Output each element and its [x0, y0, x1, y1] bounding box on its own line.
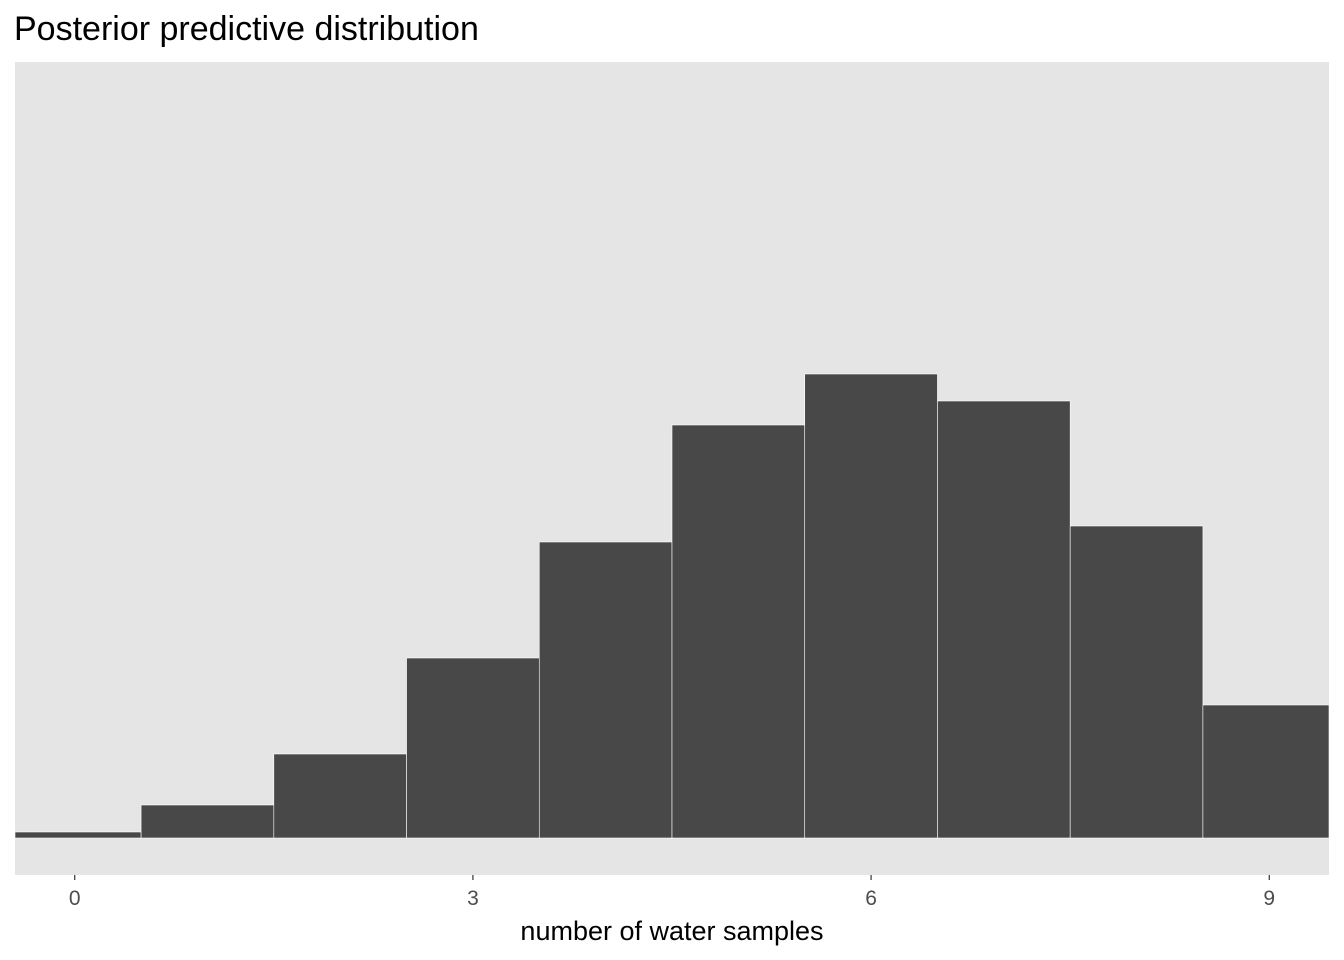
- bar-8: [1069, 525, 1204, 839]
- bar-9: [1202, 704, 1330, 839]
- bars-group: [14, 373, 1330, 839]
- x-tick-label-0: 0: [69, 887, 81, 910]
- bar-6: [804, 373, 938, 839]
- bar-0: [14, 831, 142, 839]
- x-tick-label-3: 3: [467, 887, 479, 910]
- bar-4: [538, 541, 673, 839]
- bar-7: [937, 400, 1071, 839]
- x-axis: 0 3 6 9: [69, 875, 1275, 910]
- bar-5: [671, 424, 806, 839]
- x-tick-label-9: 9: [1263, 887, 1275, 910]
- x-tick-label-6: 6: [865, 887, 877, 910]
- bar-1: [140, 804, 275, 839]
- bar-3: [406, 657, 540, 839]
- bar-2: [273, 753, 407, 839]
- chart-title: Posterior predictive distribution: [14, 10, 479, 48]
- x-axis-label: number of water samples: [520, 916, 823, 946]
